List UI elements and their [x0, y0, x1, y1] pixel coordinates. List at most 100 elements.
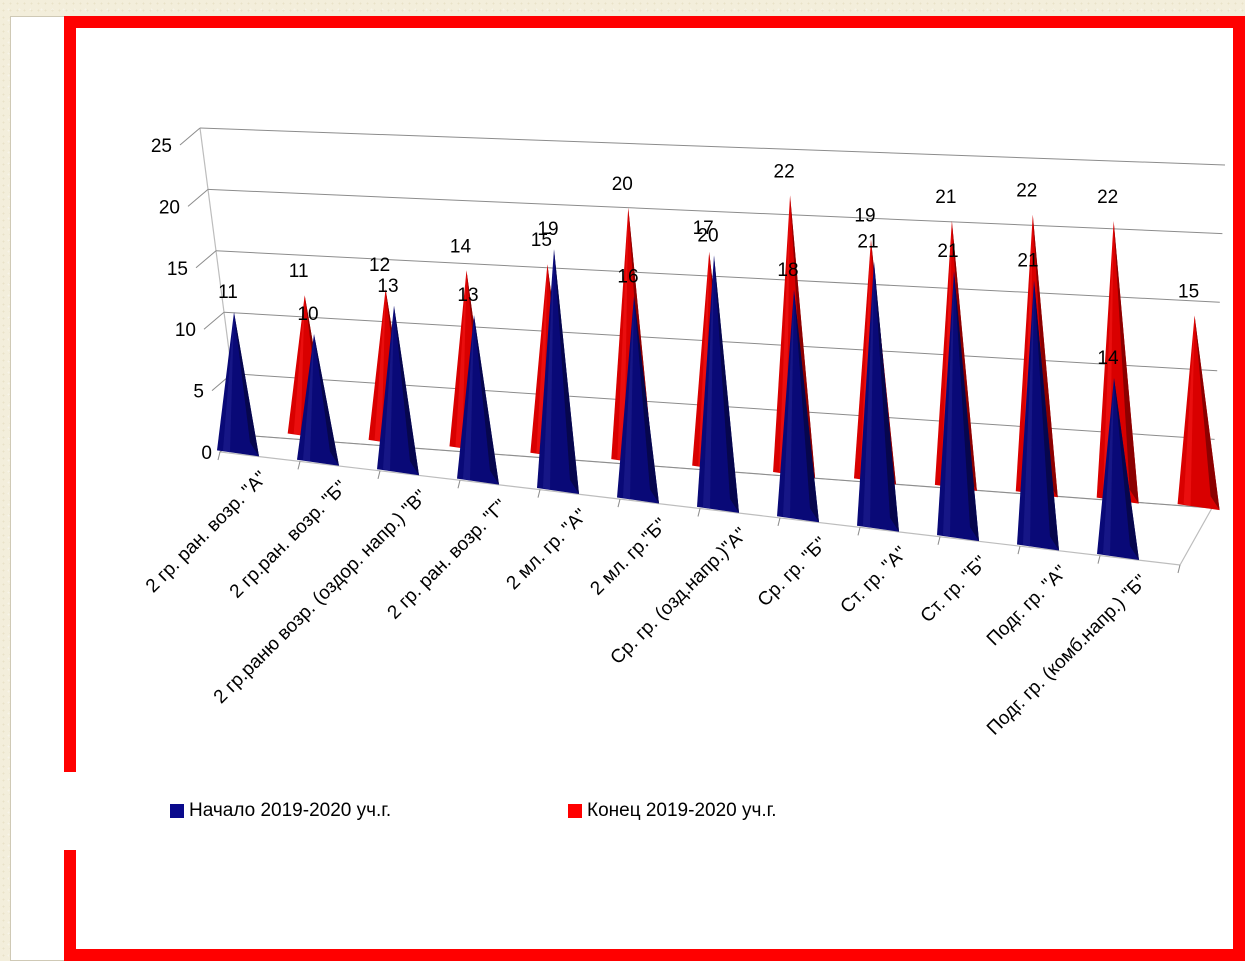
- legend-item-end: Конец 2019-2020 уч.г.: [568, 800, 777, 822]
- pyramid-end-9-side-face: [951, 220, 977, 491]
- data-label-start: 10: [297, 304, 318, 325]
- red-frame-right: [1233, 16, 1245, 961]
- x-tick-label: Подг. гр. (комб.напр.) "Б": [983, 571, 1152, 740]
- data-label-end: 15: [531, 230, 552, 251]
- data-label-end: 15: [1178, 282, 1199, 303]
- pyramid-start-7: [697, 255, 739, 513]
- legend-label-end: Конец 2019-2020 уч.г.: [587, 800, 777, 821]
- legend-label-start: Начало 2019-2020 уч.г.: [189, 800, 392, 821]
- x-tick-label: Ср. гр. "Б": [754, 533, 832, 611]
- x-tick-mark: [217, 451, 221, 461]
- x-tick-mark: [777, 517, 781, 527]
- pyramid-end-4-highlight: [536, 264, 548, 455]
- data-label-start: 18: [777, 260, 798, 281]
- pyramid-start-2: [297, 334, 339, 466]
- pyramid-end-10-highlight: [1021, 214, 1033, 494]
- data-label-start: 13: [377, 276, 398, 297]
- pyramid-start-3-highlight: [383, 305, 394, 472]
- x-tick-label: Подг. гр. "А": [983, 562, 1072, 651]
- pyramid-start-4-side-face: [474, 315, 499, 485]
- y-axis-tick-labels: 0 5 10 15 20 25: [151, 136, 212, 464]
- pyramid-start-12: [1097, 377, 1139, 560]
- data-labels: 1111101213141315192016172022181921212122…: [218, 161, 1199, 368]
- pyramid-start-12-highlight: [1103, 377, 1114, 556]
- pyramid-start-12-side-face: [1114, 377, 1139, 560]
- y-tick-label: 25: [151, 136, 172, 157]
- data-label-end: 22: [1097, 187, 1118, 208]
- pyramid-start-6-highlight: [623, 296, 634, 500]
- x-axis-tick-labels: 2 гр. ран. возр. "А"2 гр.ран. возр. "Б"2…: [142, 467, 1152, 739]
- pyramid-end-12-highlight: [1183, 315, 1195, 507]
- pyramid-start-2-highlight: [303, 334, 314, 462]
- pyramid-end-11-side-face: [1113, 221, 1139, 504]
- pyramid-end-10-side-face: [1032, 214, 1058, 498]
- pyramid-start-8: [777, 289, 819, 523]
- x-tick-label: 2 мл. гр."Б": [586, 514, 671, 599]
- pyramid-start-4-highlight: [463, 315, 474, 481]
- pyramid-end-2-highlight: [374, 289, 386, 442]
- pyramid-start-11-highlight: [1023, 280, 1034, 547]
- pyramid-end-12-side-face: [1194, 315, 1220, 511]
- pyramid-end-5-highlight: [617, 207, 629, 462]
- data-label-start: 11: [218, 282, 238, 303]
- pyramid-start-4: [457, 315, 499, 485]
- pyramid-start-2-side-face: [314, 334, 339, 466]
- x-tick-mark: [937, 536, 941, 545]
- data-label-start: 20: [697, 225, 718, 246]
- data-label-end: 19: [854, 206, 875, 227]
- legend-swatch-end: [568, 804, 582, 818]
- red-frame-top: [64, 16, 1245, 28]
- x-tick-mark: [537, 489, 541, 498]
- data-label-start: 14: [1097, 348, 1119, 369]
- x-tick-mark: [377, 470, 381, 479]
- x-tick-mark: [1097, 555, 1101, 564]
- pyramid-start-5-side-face: [554, 249, 579, 495]
- red-frame-left-upper: [64, 16, 76, 772]
- data-label-start: 16: [617, 266, 638, 287]
- legend: Начало 2019-2020 уч.г. Конец 2019-2020 у…: [170, 800, 1070, 824]
- pyramid-start-1: [217, 312, 259, 457]
- data-label-start: 21: [937, 241, 958, 262]
- y-tick-label: 15: [167, 259, 188, 280]
- pyramid-start-3: [377, 305, 419, 476]
- pyramid-bars: [217, 195, 1220, 560]
- side-gridline: [203, 311, 225, 330]
- red-frame-left-lower: [64, 850, 76, 961]
- y-tick-label: 10: [175, 320, 196, 341]
- pyramid-start-8-highlight: [783, 289, 794, 519]
- y-tick-label: 20: [159, 197, 180, 218]
- x-tick-label: Ст. гр. "Б": [917, 552, 992, 627]
- data-label-end: 14: [450, 236, 472, 257]
- pyramid-end-3-side-face: [466, 270, 492, 453]
- pyramid-start-5-highlight: [543, 249, 554, 491]
- pyramid-start-9: [857, 261, 899, 532]
- pyramid-start-6: [617, 296, 659, 504]
- gridline: [199, 127, 1226, 166]
- side-gridline: [179, 127, 201, 146]
- data-label-end: 17: [693, 218, 714, 239]
- data-label-start: 13: [457, 285, 478, 306]
- pyramid-start-9-side-face: [874, 261, 899, 532]
- data-label-start: 21: [857, 232, 878, 253]
- y-tick-label: 0: [201, 443, 212, 464]
- data-label-start: 21: [1017, 251, 1038, 272]
- x-tick-mark: [617, 498, 621, 508]
- x-tick-mark: [1177, 564, 1181, 574]
- pyramid-end-12: [1177, 315, 1220, 511]
- data-label-end: 22: [1016, 181, 1037, 202]
- x-tick-label: 2 мл. гр. "А": [503, 505, 592, 594]
- data-label-end: 11: [289, 261, 309, 282]
- pyramid-start-7-side-face: [714, 255, 739, 513]
- pyramid-end-6-highlight: [698, 251, 710, 468]
- x-tick-mark: [457, 480, 461, 489]
- pyramid-end-11-highlight: [1102, 221, 1114, 500]
- pyramid-start-5: [537, 249, 579, 495]
- pyramid-start-11: [1017, 280, 1059, 551]
- pyramid-start-1-side-face: [234, 312, 259, 457]
- x-tick-mark: [1017, 546, 1021, 555]
- pyramid-start-3-side-face: [394, 305, 419, 476]
- data-label-end: 20: [612, 174, 633, 195]
- pyramid-end-8-highlight: [859, 239, 871, 481]
- gridline: [207, 188, 1223, 235]
